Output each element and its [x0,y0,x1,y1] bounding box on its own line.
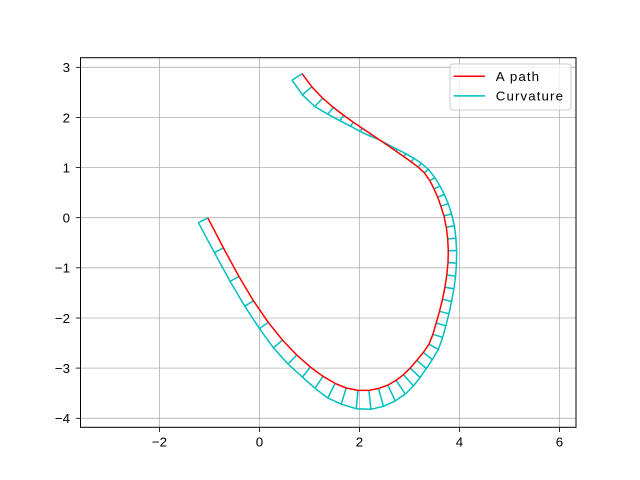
svg-text:4: 4 [456,435,463,450]
svg-text:2: 2 [63,110,70,125]
svg-text:−1: −1 [55,261,70,276]
svg-text:−2: −2 [152,435,167,450]
svg-text:A path: A path [496,69,540,84]
svg-text:2: 2 [356,435,363,450]
svg-text:−2: −2 [55,311,70,326]
svg-text:3: 3 [63,60,70,75]
svg-text:Curvature: Curvature [496,89,564,104]
svg-text:−4: −4 [55,411,70,426]
svg-text:1: 1 [63,160,70,175]
svg-text:0: 0 [63,211,70,226]
svg-text:0: 0 [256,435,263,450]
svg-text:6: 6 [556,435,563,450]
svg-text:−3: −3 [55,361,70,376]
